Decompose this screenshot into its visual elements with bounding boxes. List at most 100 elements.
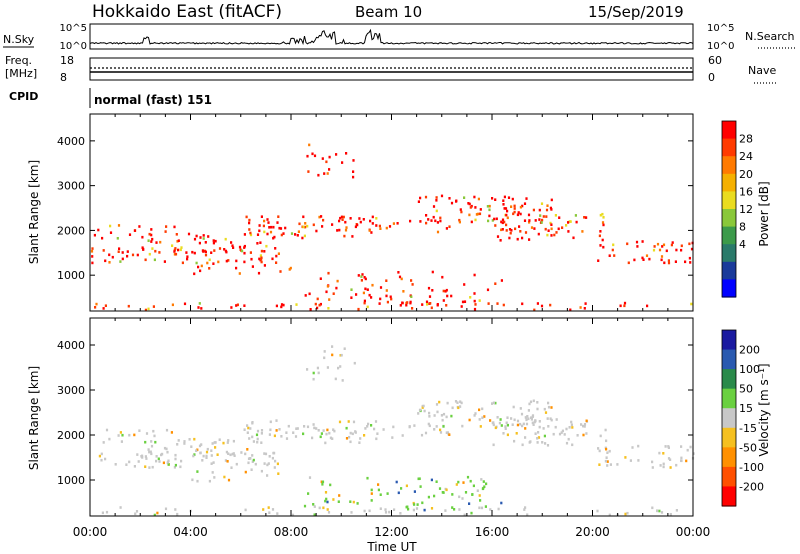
echo-cell xyxy=(470,511,473,515)
echo-cell xyxy=(338,219,341,223)
echo-cell xyxy=(596,509,599,513)
echo-cell xyxy=(619,304,622,308)
echo-cell xyxy=(523,219,527,222)
colorbar-tick-label: -50 xyxy=(739,441,757,454)
echo-cell xyxy=(258,229,261,233)
echo-cell xyxy=(271,508,275,511)
echo-cell xyxy=(496,235,500,238)
echo-cell xyxy=(555,231,558,234)
echo-cell xyxy=(405,303,408,307)
echo-cell xyxy=(431,289,434,292)
echo-cell xyxy=(445,415,448,419)
echo-cell xyxy=(331,345,334,348)
echo-cell xyxy=(496,416,499,419)
echo-cell xyxy=(480,478,483,481)
echo-cell xyxy=(438,400,441,404)
echo-cell xyxy=(341,379,344,382)
echo-cell xyxy=(397,491,400,495)
echo-cell xyxy=(458,508,461,511)
echo-cell xyxy=(371,215,374,219)
echo-cell xyxy=(684,260,687,264)
echo-cell xyxy=(451,506,454,509)
echo-cell xyxy=(93,233,96,237)
echo-cell xyxy=(502,203,505,206)
echo-cell xyxy=(316,366,319,370)
echo-cell xyxy=(539,214,542,217)
echo-cell xyxy=(277,472,280,475)
echo-cell xyxy=(174,508,177,511)
echo-cell xyxy=(309,308,312,311)
echo-cell xyxy=(266,218,269,221)
echo-cell xyxy=(148,450,151,454)
echo-cell xyxy=(269,428,272,432)
nsky-tick-high-right: 10^5 xyxy=(707,23,734,34)
echo-cell xyxy=(546,417,549,420)
echo-cell xyxy=(680,244,683,248)
echo-cell xyxy=(550,198,553,202)
echo-cell xyxy=(155,455,158,458)
echo-cell xyxy=(185,251,188,254)
echo-cell xyxy=(339,216,342,220)
echo-cell xyxy=(538,218,541,221)
echo-cell xyxy=(504,427,507,430)
echo-cell xyxy=(183,302,187,306)
echo-cell xyxy=(318,303,321,307)
echo-cell xyxy=(352,175,355,179)
echo-cell xyxy=(459,400,462,403)
echo-cell xyxy=(519,212,522,216)
echo-cell xyxy=(462,481,465,484)
echo-cell xyxy=(322,429,325,432)
y-tick-label: 1000 xyxy=(57,269,85,282)
echo-cell xyxy=(290,232,294,235)
echo-cell xyxy=(599,244,602,247)
colorbar-tick-label: 8 xyxy=(739,221,746,234)
echo-cell xyxy=(478,408,481,412)
echo-cell xyxy=(338,228,341,232)
echo-cell xyxy=(158,460,161,463)
echo-cell xyxy=(569,220,572,223)
echo-cell xyxy=(501,221,504,225)
echo-cell xyxy=(337,366,340,370)
echo-cell xyxy=(210,251,213,254)
echo-cell xyxy=(623,301,627,305)
echo-cell xyxy=(257,271,261,275)
echo-cell xyxy=(440,414,443,417)
echo-cell xyxy=(356,502,359,505)
echo-cell xyxy=(531,421,534,425)
echo-cell xyxy=(376,432,379,435)
power-frame xyxy=(89,113,694,312)
echo-cell xyxy=(558,432,562,436)
freq-tick-low: 8 xyxy=(60,71,67,84)
echo-cell xyxy=(519,407,522,410)
echo-cell xyxy=(138,429,141,432)
power-yaxis: 1000 2000 3000 4000 xyxy=(57,135,693,282)
time-axis-label: Time UT xyxy=(366,540,417,554)
echo-cell xyxy=(354,430,357,433)
echo-cell xyxy=(366,305,369,309)
echo-cell xyxy=(506,433,509,437)
echo-cell xyxy=(503,195,506,199)
echo-cell xyxy=(439,216,442,220)
nsky-label: N.Sky xyxy=(3,33,35,46)
echo-cell xyxy=(642,258,645,261)
echo-cell xyxy=(405,484,408,488)
echo-cell xyxy=(141,246,144,249)
echo-cell xyxy=(238,245,242,249)
echo-cell xyxy=(295,427,298,430)
echo-cell xyxy=(527,409,530,412)
station-title: Hokkaido East (fitACF) xyxy=(92,2,282,22)
echo-cell xyxy=(664,445,667,448)
velocity-yaxis: 1000 2000 3000 4000 xyxy=(57,339,693,487)
echo-cell xyxy=(329,483,332,487)
echo-cell xyxy=(313,426,316,430)
echo-cell xyxy=(154,440,157,444)
echo-cell xyxy=(157,457,160,461)
echo-cell xyxy=(659,464,662,467)
echo-cell xyxy=(269,420,272,424)
echo-cell xyxy=(213,476,216,479)
echo-cell xyxy=(528,402,531,406)
echo-cell xyxy=(483,485,486,488)
echo-cell xyxy=(325,432,328,436)
echo-cell xyxy=(317,429,320,432)
echo-cell xyxy=(474,206,477,209)
